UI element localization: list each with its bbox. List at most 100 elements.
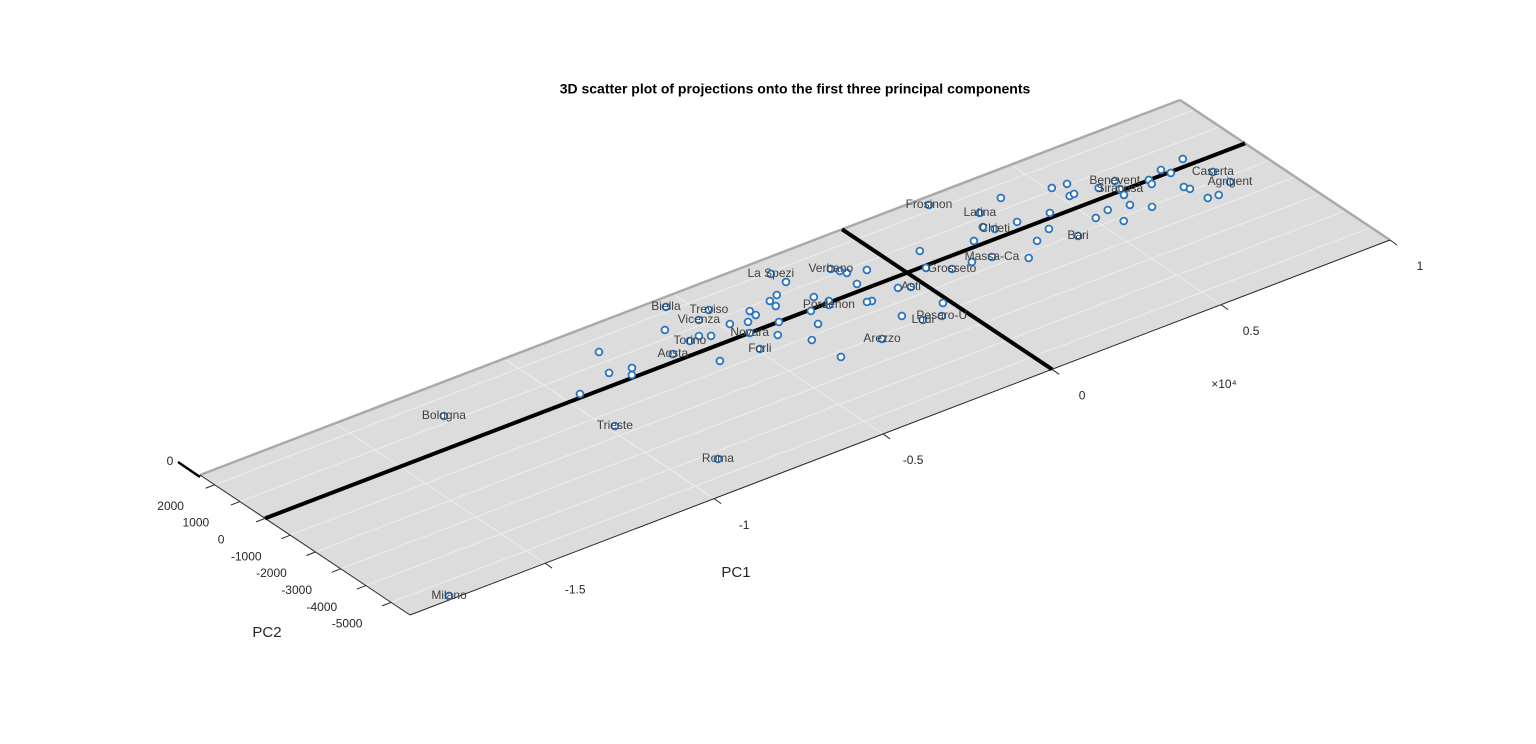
data-point [852,279,862,289]
y-tick-label: 0 [218,533,225,547]
data-point [824,296,834,306]
point-label: Lodi [911,312,934,326]
point-label: Caserta [1192,164,1234,178]
x-tick-label: 0 [1079,388,1086,402]
point-label: Verbano [808,261,853,275]
pc2-axis-line [840,227,1054,371]
data-point [978,222,988,232]
data-point [773,330,783,340]
y-tick-label: -5000 [332,617,363,631]
data-point [627,370,637,380]
y-tick-label: -2000 [256,566,287,580]
axis-edge [199,98,1181,477]
data-point [921,263,931,273]
data-point [893,283,903,293]
y-tick-label: -3000 [281,583,312,597]
point-label: Asti [901,279,921,293]
x-tick-label: -1.5 [565,582,586,596]
data-point [1091,213,1101,223]
point-label: Latina [963,205,996,219]
x-tick-label: -0.5 [903,453,924,467]
grid-line [340,193,1321,570]
data-point [1115,184,1125,194]
point-label: Pesaro-U [916,308,967,322]
x-tick [713,498,722,505]
data-point [877,334,887,344]
floor-plane [200,100,1390,615]
y-tick [230,501,241,506]
point-label: Grosseto [928,261,977,275]
data-point [809,292,819,302]
data-point [771,301,781,311]
data-point [743,317,753,327]
grid-line [214,109,1195,486]
data-point [1110,176,1120,186]
data-point [969,236,979,246]
data-point [745,306,755,316]
data-point [807,335,817,345]
data-point [575,389,585,399]
data-point [715,356,725,366]
data-point [1024,253,1034,263]
grid-line [239,126,1221,503]
y-tick [331,568,341,573]
data-point [836,352,846,362]
y-tick-label: -4000 [307,600,338,614]
data-point [1214,190,1224,200]
data-point [897,311,907,321]
point-label: Chieti [979,221,1010,235]
y-tick-label: 2000 [157,499,184,513]
point-label: Milano [431,588,467,602]
data-point [987,252,997,262]
data-point [1208,167,1218,177]
point-label: Aosta [657,346,688,360]
x-tick [1220,304,1229,311]
data-point [661,302,671,312]
data-point [835,266,845,276]
data-point [1045,208,1055,218]
point-label: Pordenon [803,297,855,311]
data-point [694,331,704,341]
axis-edge [199,474,411,616]
point-label: Novara [730,325,769,339]
data-point [1069,189,1079,199]
axis-edge [409,239,1391,616]
pc1-axis-line [264,141,1246,521]
data-point [1147,202,1157,212]
data-point [1044,224,1054,234]
point-label: Benevent [1089,173,1140,187]
data-point [967,257,977,267]
data-point [990,224,1000,234]
axis-edge [1179,98,1391,242]
y-tick [356,585,367,590]
y-tick [205,484,215,489]
data-point [1156,165,1166,175]
y-tick-label: -1000 [231,549,262,563]
data-point [826,264,836,274]
point-label: Frosinon [906,197,953,211]
data-point [610,421,620,431]
x-tick-label: 0.5 [1243,324,1260,338]
data-point [937,311,947,321]
point-label: Treviso [689,302,728,316]
data-point [938,298,948,308]
data-point [915,246,925,256]
data-point [766,269,776,279]
data-point [1119,190,1129,200]
data-point [1094,183,1104,193]
y-tick-label: 1000 [182,516,209,530]
chart-title: 3D scatter plot of projections onto the … [560,81,1031,97]
data-point [604,368,614,378]
point-label: La Spezi [747,266,794,280]
data-point [1012,217,1022,227]
data-point [996,193,1006,203]
point-label: Bologna [422,408,466,422]
data-point [1166,168,1176,178]
data-point [439,411,449,421]
y-tick [306,551,316,556]
data-point [627,363,637,373]
data-point [924,200,934,210]
data-point [918,315,928,325]
data-point [1032,236,1042,246]
